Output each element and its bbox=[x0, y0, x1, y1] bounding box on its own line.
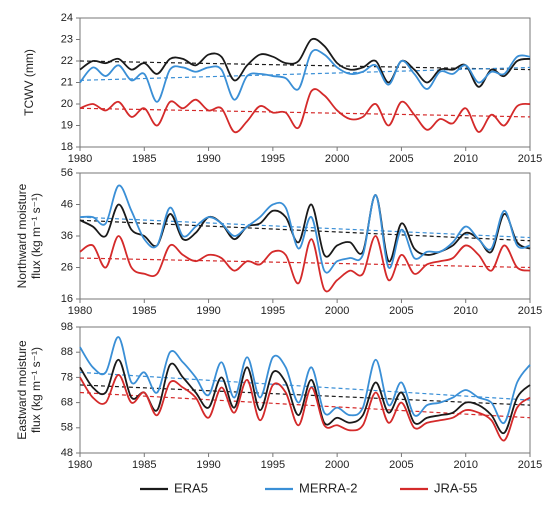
series-line bbox=[79, 336, 531, 424]
x-tick-label: 1990 bbox=[196, 459, 220, 471]
y-tick-label: 68 bbox=[61, 397, 73, 409]
x-tick-label: 2010 bbox=[453, 459, 477, 471]
series-line bbox=[79, 88, 531, 134]
x-tick-label: 2000 bbox=[325, 153, 349, 165]
y-tick-label: 98 bbox=[61, 321, 73, 333]
y-tick-label: 36 bbox=[61, 230, 73, 242]
series-line bbox=[79, 184, 531, 274]
x-tick-label: 1995 bbox=[261, 153, 285, 165]
x-tick-label: 1985 bbox=[132, 153, 156, 165]
y-tick-label: 19 bbox=[61, 119, 73, 131]
y-tick-label: 56 bbox=[61, 167, 73, 179]
y-axis-label: TCWV (mm) bbox=[22, 49, 36, 116]
legend-label: JRA-55 bbox=[434, 480, 477, 495]
series-line bbox=[79, 235, 531, 293]
x-tick-label: 1990 bbox=[196, 153, 220, 165]
x-tick-label: 2015 bbox=[518, 459, 542, 471]
y-axis-label: Eastward moisture bbox=[15, 340, 29, 440]
legend-label: MERRA-2 bbox=[299, 480, 358, 495]
x-tick-label: 1980 bbox=[68, 153, 92, 165]
y-tick-label: 78 bbox=[61, 371, 73, 383]
x-tick-label: 2015 bbox=[518, 153, 542, 165]
series-line bbox=[79, 373, 531, 442]
y-tick-label: 88 bbox=[61, 346, 73, 358]
x-tick-label: 1995 bbox=[261, 305, 285, 317]
x-tick-label: 2010 bbox=[453, 305, 477, 317]
x-tick-label: 1980 bbox=[68, 305, 92, 317]
y-tick-label: 26 bbox=[61, 261, 73, 273]
plot-frame bbox=[79, 326, 531, 454]
x-tick-label: 1985 bbox=[132, 305, 156, 317]
y-tick-label: 18 bbox=[61, 141, 73, 153]
x-tick-label: 2000 bbox=[325, 305, 349, 317]
x-tick-label: 2005 bbox=[389, 305, 413, 317]
y-axis-label: flux (kg m⁻¹ s⁻¹) bbox=[29, 193, 43, 279]
y-axis-label: flux (kg m⁻¹ s⁻¹) bbox=[29, 347, 43, 433]
series-line bbox=[79, 37, 531, 88]
series-line bbox=[79, 49, 531, 103]
legend-label: ERA5 bbox=[174, 480, 208, 495]
y-tick-label: 46 bbox=[61, 198, 73, 210]
x-tick-label: 2000 bbox=[325, 459, 349, 471]
x-tick-label: 1990 bbox=[196, 305, 220, 317]
y-tick-label: 48 bbox=[61, 447, 73, 459]
y-tick-label: 20 bbox=[61, 98, 73, 110]
x-tick-label: 2015 bbox=[518, 305, 542, 317]
x-tick-label: 1980 bbox=[68, 459, 92, 471]
y-tick-label: 24 bbox=[61, 12, 73, 24]
trend-line bbox=[79, 60, 531, 71]
y-tick-label: 21 bbox=[61, 76, 73, 88]
y-tick-label: 16 bbox=[61, 293, 73, 305]
y-axis-label: Northward moisture bbox=[15, 183, 29, 288]
x-tick-label: 1985 bbox=[132, 459, 156, 471]
trend-line bbox=[79, 216, 531, 239]
y-tick-label: 58 bbox=[61, 422, 73, 434]
x-tick-label: 1995 bbox=[261, 459, 285, 471]
x-tick-label: 2010 bbox=[453, 153, 477, 165]
y-tick-label: 23 bbox=[61, 33, 73, 45]
x-tick-label: 2005 bbox=[389, 153, 413, 165]
x-tick-label: 2005 bbox=[389, 459, 413, 471]
series-line bbox=[79, 358, 531, 435]
y-tick-label: 22 bbox=[61, 55, 73, 67]
